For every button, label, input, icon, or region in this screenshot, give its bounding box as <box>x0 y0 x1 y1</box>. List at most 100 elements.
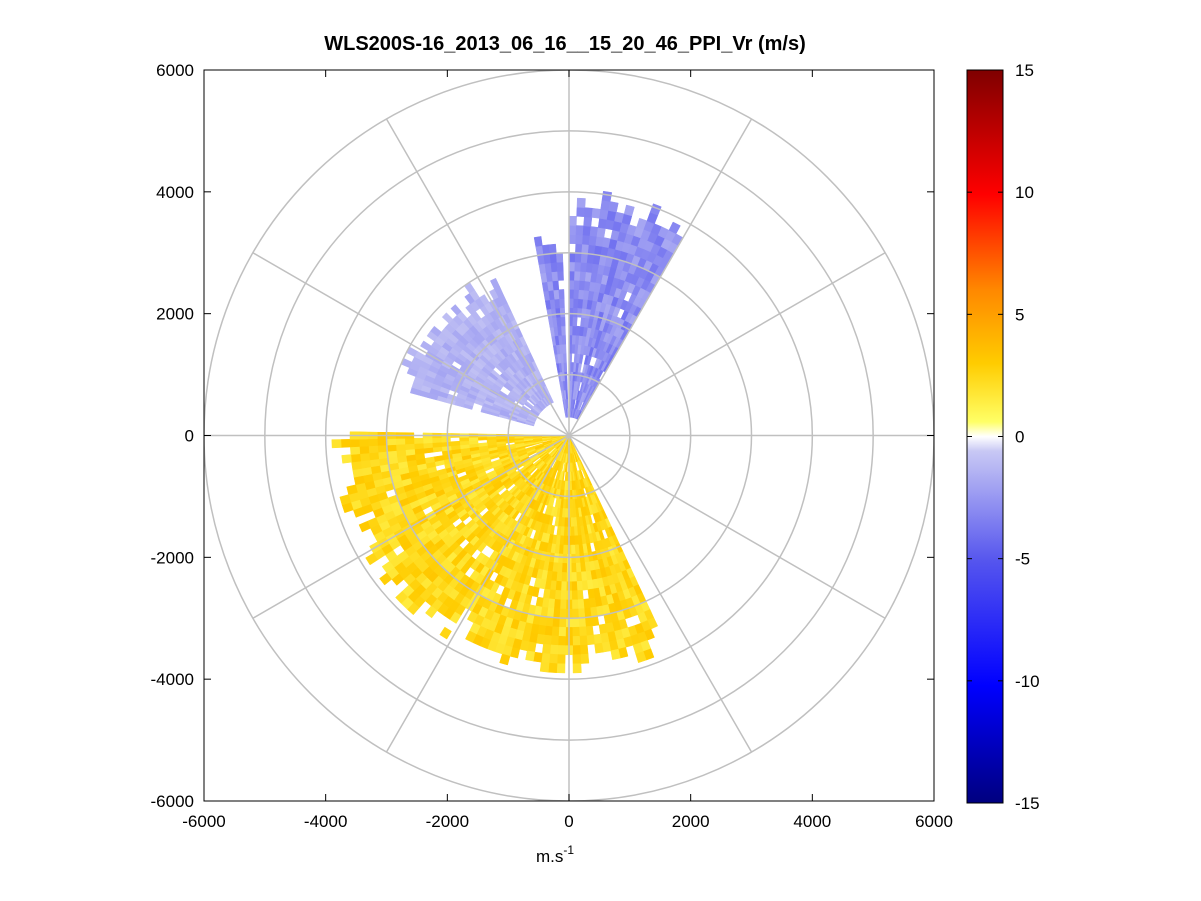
velocity-gate <box>564 371 568 382</box>
azimuth-spoke <box>252 434 570 619</box>
velocity-gate <box>552 280 560 291</box>
velocity-gate <box>331 439 342 449</box>
velocity-gate <box>568 234 577 244</box>
velocity-gate <box>525 650 535 662</box>
velocity-gate <box>459 437 470 442</box>
velocity-gate <box>377 438 388 446</box>
velocity-gate <box>368 438 378 447</box>
velocity-gate <box>557 645 566 656</box>
velocity-gate <box>551 271 559 282</box>
colorbar-tick-label: 15 <box>1015 61 1034 80</box>
velocity-gate <box>550 262 558 273</box>
velocity-gate <box>365 552 379 566</box>
velocity-gate <box>543 588 551 599</box>
azimuth-spoke <box>252 252 570 437</box>
velocity-gate <box>593 633 603 645</box>
velocity-gate <box>559 298 565 309</box>
azimuth-spoke <box>568 435 753 753</box>
velocity-gate <box>570 544 576 555</box>
x-tick-label: -4000 <box>304 812 347 831</box>
velocity-gate <box>582 234 591 245</box>
velocity-gate <box>559 608 567 619</box>
velocity-gate <box>586 634 595 646</box>
velocity-gate <box>577 599 585 610</box>
velocity-gate <box>558 289 565 300</box>
velocity-gate <box>668 221 681 235</box>
velocity-gate <box>369 458 380 468</box>
x-tick-label: -2000 <box>426 812 469 831</box>
velocity-gate <box>577 608 586 619</box>
velocity-gate <box>576 197 586 208</box>
velocity-gate <box>554 298 561 309</box>
velocity-gate <box>560 316 566 327</box>
velocity-gate <box>558 617 567 628</box>
velocity-gate <box>575 571 582 582</box>
velocity-gate <box>425 605 438 619</box>
x-tick-label: 4000 <box>793 812 831 831</box>
velocity-gate <box>465 630 477 643</box>
velocity-gate <box>560 590 567 601</box>
y-tick-label: 4000 <box>156 183 194 202</box>
velocity-gate <box>561 325 566 336</box>
velocity-gate <box>610 648 621 660</box>
velocity-gate <box>441 437 451 443</box>
velocity-gate <box>414 447 425 455</box>
velocity-gate <box>572 316 578 327</box>
velocity-gate <box>396 449 407 457</box>
velocity-gate <box>573 280 581 290</box>
colorbar-tick-label: 5 <box>1015 305 1024 324</box>
velocity-gate <box>574 553 581 564</box>
azimuth-spoke <box>385 118 570 436</box>
x-tick-label: 6000 <box>915 812 953 831</box>
velocity-gate <box>574 252 582 263</box>
velocity-gate <box>578 626 587 637</box>
velocity-gate <box>556 261 564 272</box>
velocity-gate <box>553 599 561 610</box>
velocity-gate <box>568 270 575 281</box>
velocity-gate <box>543 253 552 264</box>
velocity-gate <box>466 610 479 624</box>
velocity-gate <box>349 438 360 448</box>
velocity-gate <box>533 236 543 247</box>
velocity-gate <box>574 270 581 281</box>
velocity-gate <box>477 436 488 441</box>
velocity-gate <box>563 362 568 372</box>
azimuth-spoke <box>568 434 886 619</box>
velocity-gate <box>468 436 479 442</box>
velocity-gate <box>576 580 583 591</box>
velocity-gate <box>575 243 583 254</box>
velocity-gate <box>550 635 559 646</box>
velocity-gate <box>551 626 560 637</box>
velocity-gate <box>386 438 397 446</box>
velocity-gate <box>594 642 604 654</box>
velocity-gate <box>569 489 573 500</box>
velocity-gate <box>571 581 578 592</box>
velocity-gate <box>578 617 586 628</box>
velocity-gate <box>598 623 608 635</box>
velocity-gate <box>395 590 409 604</box>
velocity-gate <box>358 438 369 447</box>
velocity-gate <box>581 580 589 591</box>
velocity-gate <box>562 343 567 354</box>
velocity-gate <box>572 626 580 637</box>
y-tick-label: -6000 <box>151 792 194 811</box>
velocity-gate <box>575 234 584 245</box>
velocity-gate <box>570 517 575 528</box>
velocity-gate <box>579 644 589 655</box>
velocity-gate <box>575 562 582 573</box>
velocity-gate <box>377 451 389 460</box>
velocity-gate <box>459 440 470 446</box>
velocity-gate <box>504 436 515 440</box>
velocity-gate <box>583 216 593 227</box>
velocity-gate <box>539 661 550 673</box>
azimuth-spoke <box>568 252 886 437</box>
velocity-gate <box>557 635 566 646</box>
velocity-gate <box>574 261 582 272</box>
velocity-gate <box>386 444 397 452</box>
y-tick-label: 0 <box>185 427 194 446</box>
velocity-gate <box>564 380 568 391</box>
velocity-gate <box>572 654 582 665</box>
velocity-gate <box>350 446 361 455</box>
velocity-gate <box>559 307 566 318</box>
velocity-gate <box>570 553 576 564</box>
